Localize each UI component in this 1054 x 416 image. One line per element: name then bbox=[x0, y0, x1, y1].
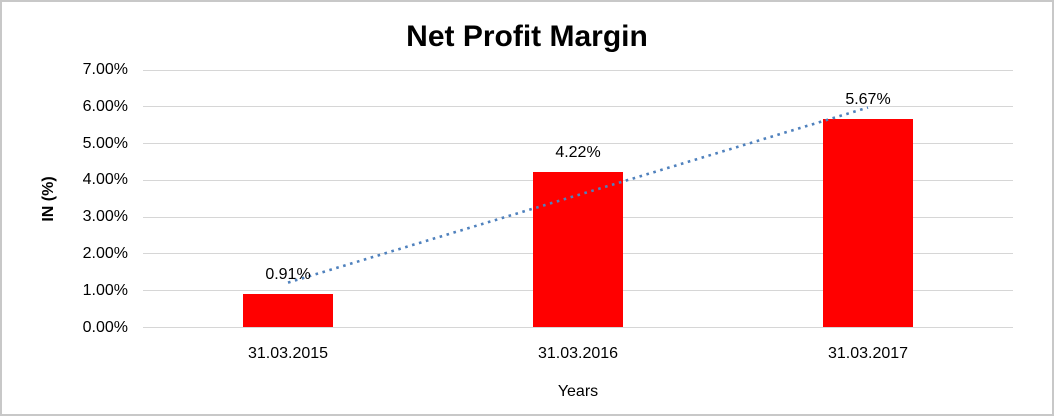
y-tick-label: 4.00% bbox=[82, 171, 128, 189]
bar-31.03.2015 bbox=[243, 294, 333, 328]
bar-data-label: 5.67% bbox=[845, 90, 891, 108]
x-axis-title: Years bbox=[557, 383, 599, 400]
y-tick-label: 2.00% bbox=[82, 244, 128, 262]
bar-31.03.2016 bbox=[533, 172, 623, 328]
y-tick-label: 3.00% bbox=[82, 208, 128, 226]
gridline-7pct bbox=[143, 69, 1013, 71]
y-tick-label: 5.00% bbox=[82, 134, 128, 152]
gridline-0pct bbox=[143, 327, 1013, 328]
x-tick-label: 31.03.2016 bbox=[537, 345, 619, 362]
y-tick-label: 7.00% bbox=[82, 61, 128, 78]
y-tick-label: 1.00% bbox=[82, 281, 128, 299]
x-tick-label: 31.03.2015 bbox=[247, 345, 329, 362]
y-tick-label: 0.00% bbox=[82, 318, 128, 336]
x-tick-label: 31.03.2017 bbox=[827, 345, 909, 362]
bar-data-label: 4.22% bbox=[555, 144, 601, 162]
bar-data-label: 0.91% bbox=[265, 266, 311, 284]
bar-31.03.2017 bbox=[823, 118, 913, 328]
y-tick-label: 6.00% bbox=[82, 97, 128, 115]
chart-title: Net Profit Margin bbox=[406, 20, 648, 53]
